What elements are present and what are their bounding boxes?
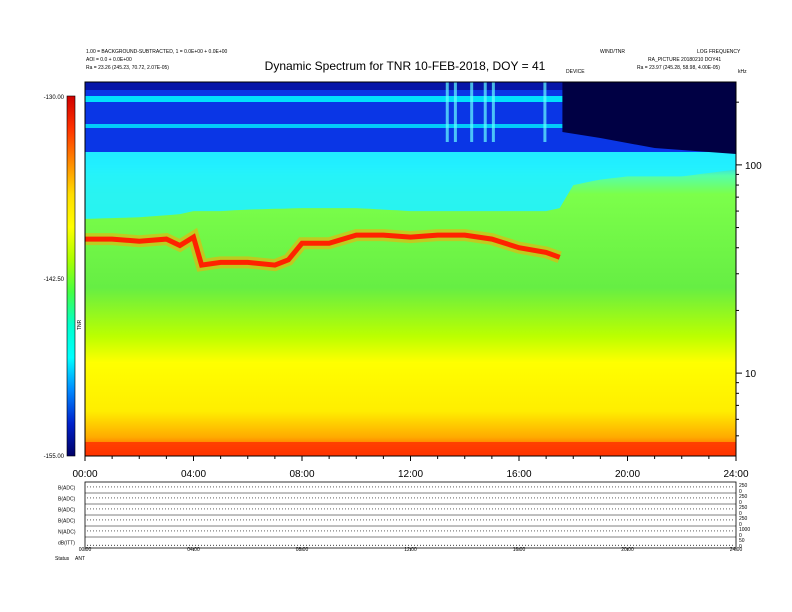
chart-title: Dynamic Spectrum for TNR 10-FEB-2018, DO… [265,59,546,73]
meta-line-left-1: 1.00 = BACKGROUND-SUBTRACTED, 1 = 0.0E+0… [86,49,228,55]
housekeeping-x-label: 04:00 [187,547,200,553]
y-tick-label: 10 [745,369,757,380]
x-tick-label: 04:00 [181,469,206,480]
housekeeping-x-label: 20:00 [621,547,634,553]
meta-line-left-2: AOI = 0.0 + 0.0E+00 [86,57,132,63]
y-tick-label: 100 [745,161,762,172]
housekeeping-right-tick: 0 [739,533,742,539]
interference-line [85,96,736,102]
housekeeping-x-label: 24:00 [730,547,743,553]
housekeeping-row-label: B(ADC) [58,486,76,492]
colorbar-top-label: -130.00 [44,95,65,101]
x-tick-label: 20:00 [615,469,640,480]
meta-line-left-3: Ra = 23.26 (245.23, 70.72, 2.07E-05) [86,65,169,71]
housekeeping-row-label: B(ADC) [58,508,76,514]
housekeeping-x-label: 16:00 [513,547,526,553]
housekeeping-x-label: 00:00 [79,547,92,553]
colorbar-side-label: TNR [77,319,83,330]
housekeeping-right-tick: 0 [739,544,742,550]
status-label: Status [55,556,70,562]
housekeeping-right-tick: 1000 [739,527,750,533]
housekeeping-right-tick: 0 [739,522,742,528]
housekeeping-right-tick: 250 [739,505,748,511]
x-tick-label: 08:00 [289,469,314,480]
housekeeping-row-label: N(ADC) [58,530,76,536]
housekeeping-right-tick: 250 [739,516,748,522]
interference-line [85,124,736,128]
meta-device-note: DEVICE [566,69,585,75]
x-tick-label: 24:00 [723,469,748,480]
housekeeping-row-label: dB(ITT) [58,541,75,547]
housekeeping-right-tick: 50 [739,538,745,544]
red-floor [85,442,736,456]
colorbar-mid-label: -142.50 [44,277,65,283]
burst-spike [445,82,449,142]
x-tick-label: 12:00 [398,469,423,480]
colorbar: -130.00 -142.50 -155.00 TNR [44,95,83,460]
colorbar-gradient [66,95,76,457]
red-ridge [85,232,561,268]
burst-spike [470,82,474,142]
housekeeping-right-tick: 250 [739,494,748,500]
burst-spike [543,82,547,142]
right-axis-unit: kHz [738,69,747,75]
housekeeping-x-label: 08:00 [296,547,309,553]
meta-line-right-3: RA_PICTURE 20180210 DOY41 [648,57,721,63]
burst-spike [453,82,457,142]
housekeeping-right-tick: 0 [739,489,742,495]
colorbar-bottom-label: -155.00 [44,454,65,460]
meta-line-right-4: Ra = 23.97 (245.28, 58.98, 4.00E-05) [637,65,720,71]
status-value: ANT [75,556,85,562]
burst-spike [483,82,487,142]
meta-line-right-2: LOG FREQUENCY [697,49,741,55]
housekeeping-x-label: 12:00 [404,547,417,553]
burst-spike [491,82,495,142]
housekeeping-right-tick: 0 [739,500,742,506]
housekeeping-right-tick: 0 [739,511,742,517]
x-tick-label: 16:00 [506,469,531,480]
dark-zone [562,82,736,154]
x-tick-label: 00:00 [72,469,97,480]
meta-line-right-1: WIND/TNR [600,49,625,55]
blue-band-top [85,82,736,90]
housekeeping-row-label: B(ADC) [58,519,76,525]
housekeeping-row-label: B(ADC) [58,497,76,503]
housekeeping-right-tick: 250 [739,483,748,489]
spectrogram-plot: 00:00 04:00 08:00 12:00 16:00 20:00 24:00 10 10… [72,81,762,480]
